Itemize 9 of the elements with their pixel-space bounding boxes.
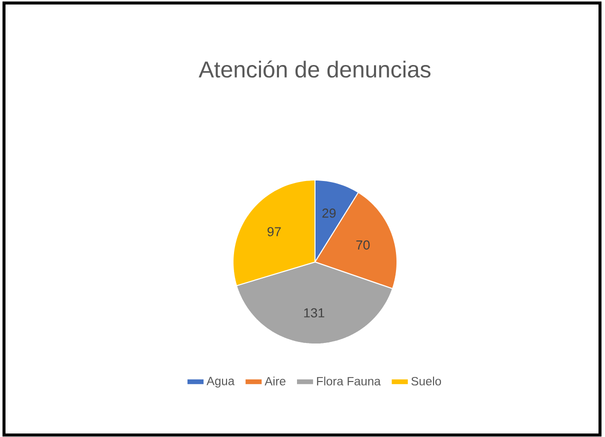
legend-label: Agua	[206, 376, 235, 388]
data-label: 131	[304, 308, 324, 318]
data-label: 29	[322, 208, 336, 218]
legend-label: Aire	[264, 376, 286, 386]
data-label: 97	[268, 227, 281, 236]
legend-label: Flora Fauna	[317, 376, 381, 386]
chart-title: Atención de denuncias	[198, 60, 430, 78]
data-label: 70	[356, 240, 370, 250]
legend-label: Suelo	[411, 376, 442, 386]
